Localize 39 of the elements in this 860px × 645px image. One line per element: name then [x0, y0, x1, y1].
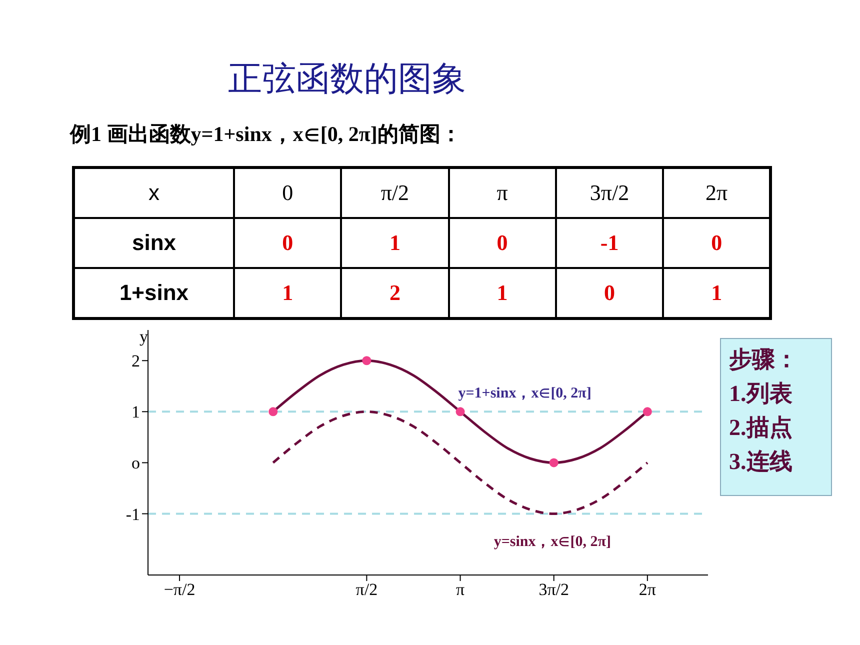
point [642, 407, 652, 416]
text: sinx [74, 218, 234, 268]
x-tick-label: 3π/2 [538, 580, 569, 600]
point [362, 356, 372, 366]
text: 步骤： 1.列表 2.描点 3.连线 [720, 338, 832, 496]
text: 2π [663, 168, 770, 218]
text: -1 [556, 218, 664, 268]
y-tick-label: -1 [126, 504, 140, 524]
x-tick-label: 2π [638, 580, 656, 600]
text: 1 [234, 268, 342, 318]
text: 0 [448, 218, 556, 268]
x-tick-label: π [456, 580, 465, 600]
text: 1+sinx [74, 268, 234, 318]
text: 0 [556, 268, 664, 318]
text: 0 [234, 218, 342, 268]
y-tick-label: o [132, 454, 140, 473]
chart-subtitle: 例1 画出函数y=1+sinx，x∈[0, 2π]的简图： [70, 121, 462, 148]
text: 3π/2 [556, 168, 664, 218]
point [268, 407, 278, 416]
text: 1 [663, 268, 770, 318]
text: 1 [448, 268, 556, 318]
point [549, 458, 558, 468]
series-label: y=sinx，x∈[0, 2π] [494, 534, 611, 550]
text: x [74, 168, 234, 218]
y-tick-label: 2 [132, 352, 140, 371]
x-tick-label: −π/2 [164, 580, 196, 600]
text: 2 [341, 268, 449, 318]
y-axis-title: y [140, 327, 148, 346]
series-label: y=1+sinx，x∈[0, 2π] [458, 386, 592, 402]
point [456, 407, 465, 416]
text: π [448, 168, 556, 218]
text: π/2 [341, 168, 449, 218]
text: 0 [234, 168, 342, 218]
chart-title: 正弦函数的图象 [228, 58, 466, 101]
text: 0 [663, 218, 770, 268]
line-series [272, 410, 649, 515]
y-tick-label: 1 [132, 402, 140, 422]
text: 1 [341, 218, 449, 268]
x-tick-label: π/2 [356, 580, 378, 600]
